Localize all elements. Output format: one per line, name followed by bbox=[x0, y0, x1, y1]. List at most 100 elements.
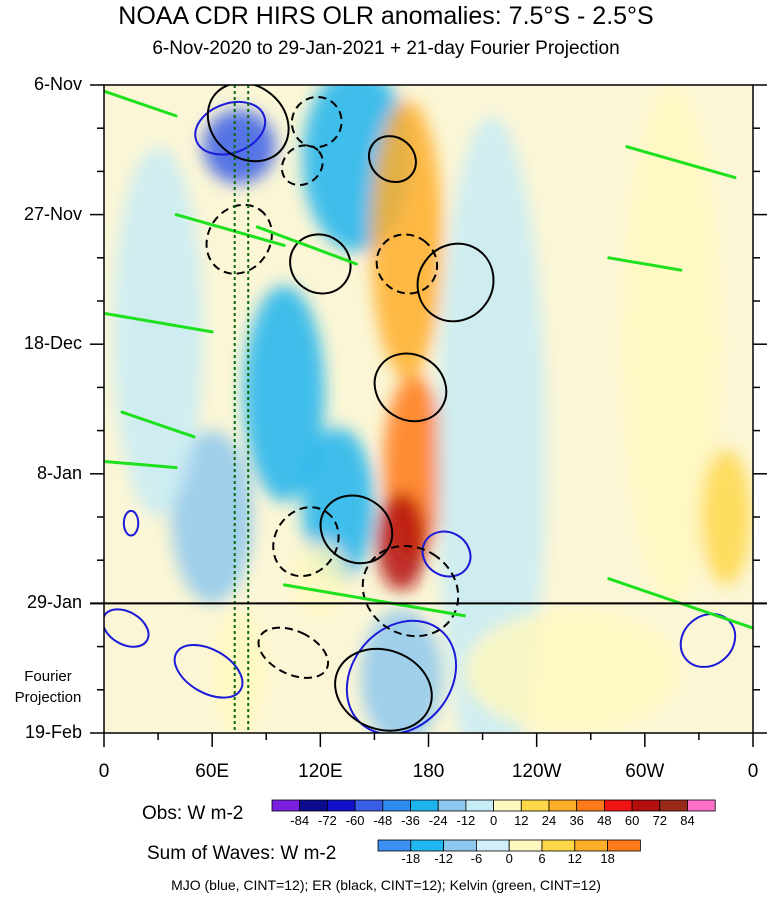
anomaly-region bbox=[376, 492, 427, 592]
colorbar-tick-label: -6 bbox=[470, 851, 483, 866]
colorbar-segment bbox=[437, 799, 467, 812]
er-contour bbox=[206, 85, 290, 163]
colorbar-tick-label: -12 bbox=[456, 813, 476, 828]
er-contour bbox=[280, 144, 324, 187]
colorbar-segment bbox=[354, 799, 384, 812]
colorbar-tick-label: -24 bbox=[428, 813, 448, 828]
er-contour bbox=[257, 626, 330, 679]
colorbar-segment bbox=[548, 799, 578, 812]
anomaly-field bbox=[113, 85, 752, 733]
kelvin-contour bbox=[104, 311, 214, 334]
colorbar-segment bbox=[541, 839, 576, 852]
colorbar-segment bbox=[465, 799, 494, 812]
wave-contours bbox=[104, 85, 753, 733]
colorbar-tick-label: 0 bbox=[489, 813, 498, 828]
fourier-label-line: Projection bbox=[14, 689, 82, 706]
er-contour bbox=[334, 647, 433, 732]
kelvin-contour bbox=[104, 459, 178, 470]
colorbar-segment bbox=[326, 799, 356, 812]
mjo-contour bbox=[173, 643, 244, 699]
mjo-contour bbox=[194, 100, 267, 156]
colorbar-tick-label: 60 bbox=[624, 813, 640, 828]
er-contour bbox=[367, 135, 417, 184]
colorbar-segment bbox=[382, 799, 411, 812]
anomaly-region bbox=[360, 609, 443, 733]
anomaly-region bbox=[171, 430, 253, 604]
x-tick-label: 60E bbox=[195, 761, 230, 782]
kelvin-contour bbox=[607, 256, 683, 272]
kelvin-contour bbox=[255, 225, 358, 266]
x-tick-label: 0 bbox=[747, 761, 759, 782]
colorbar-tick-label: -36 bbox=[401, 813, 420, 828]
axis-ticks bbox=[90, 84, 767, 747]
y-tick-label: 19-Feb bbox=[24, 722, 82, 742]
anomaly-region bbox=[437, 115, 546, 733]
kelvin-contour bbox=[625, 145, 737, 180]
y-tick-label: 29-Jan bbox=[26, 592, 82, 613]
x-tick-label: 180 bbox=[412, 761, 445, 782]
anomaly-region bbox=[203, 109, 276, 184]
chart-title: NOAA CDR HIRS OLR anomalies: 7.5°S - 2.5… bbox=[118, 2, 654, 30]
y-tick-label: 8-Jan bbox=[36, 462, 82, 483]
chart-subtitle: 6-Nov-2020 to 29-Jan-2021 + 21-day Fouri… bbox=[152, 38, 620, 59]
colorbar-segment bbox=[299, 799, 328, 812]
mjo-contour bbox=[421, 530, 472, 578]
colorbar-segment bbox=[493, 799, 522, 812]
colorbar-segment bbox=[443, 839, 477, 852]
kelvin-contour bbox=[282, 583, 467, 618]
fourier-label-line: Fourier bbox=[24, 668, 72, 685]
anomaly-region bbox=[464, 609, 681, 733]
colorbar-segment bbox=[271, 799, 301, 812]
waves-colorbar bbox=[377, 839, 641, 852]
er-contour bbox=[319, 494, 394, 565]
fourier-projection-label: Fourier Projection bbox=[0, 666, 96, 708]
colorbar-tick-label: 84 bbox=[680, 813, 695, 828]
er-contour bbox=[373, 352, 448, 423]
kelvin-contour bbox=[120, 410, 196, 439]
er-contour bbox=[272, 506, 340, 578]
colorbar-tick-label: 0 bbox=[505, 851, 513, 866]
colorbar-tick-label: 48 bbox=[597, 813, 612, 828]
anomaly-region bbox=[700, 449, 752, 585]
x-tick-label: 60W bbox=[625, 761, 665, 782]
y-tick-label: 6-Nov bbox=[33, 74, 82, 94]
obs-colorbar-label: Obs: W m-2 bbox=[142, 803, 244, 824]
colorbar-tick-label: -84 bbox=[290, 813, 310, 828]
er-contour bbox=[375, 233, 439, 295]
wave-caption: MJO (blue, CINT=12); ER (black, CINT=12)… bbox=[171, 877, 601, 893]
colorbar-segment bbox=[410, 799, 439, 812]
colorbar-tick-label: -60 bbox=[345, 813, 365, 828]
colorbar-segment bbox=[659, 799, 688, 812]
colorbar-segment bbox=[687, 799, 716, 812]
colorbar-segment bbox=[475, 839, 510, 852]
obs-colorbar bbox=[271, 799, 716, 812]
colorbar-tick-label: 6 bbox=[538, 851, 546, 866]
colorbar-tick-label: 36 bbox=[569, 813, 584, 828]
colorbar-segment bbox=[520, 799, 550, 812]
colorbar-segment bbox=[607, 839, 641, 852]
colorbar-segment bbox=[574, 839, 608, 852]
anomaly-region bbox=[243, 285, 325, 502]
colorbar-segment bbox=[410, 839, 444, 852]
colorbar-segment bbox=[604, 799, 633, 812]
colorbar-segment bbox=[631, 799, 661, 812]
colorbar-tick-label: 12 bbox=[567, 851, 583, 866]
x-tick-label: 0 bbox=[98, 761, 110, 782]
colorbar-segment bbox=[576, 799, 605, 812]
colorbar-tick-label: 72 bbox=[652, 813, 668, 828]
colorbar-tick-label: 12 bbox=[514, 813, 529, 828]
colorbar-tick-label: -48 bbox=[373, 813, 393, 828]
reference-lines bbox=[233, 85, 250, 733]
colorbar-segment bbox=[377, 839, 412, 852]
mjo-contour bbox=[122, 509, 140, 537]
colorbar-segment bbox=[508, 839, 543, 852]
x-tick-label: 120E bbox=[298, 761, 343, 782]
kelvin-contour bbox=[104, 89, 178, 118]
y-tick-label: 18-Dec bbox=[23, 333, 82, 354]
colorbar-tick-label: 24 bbox=[541, 813, 557, 828]
er-contour bbox=[205, 203, 273, 275]
er-contour bbox=[289, 233, 352, 295]
anomaly-region bbox=[293, 541, 348, 616]
mjo-contour bbox=[679, 612, 737, 668]
